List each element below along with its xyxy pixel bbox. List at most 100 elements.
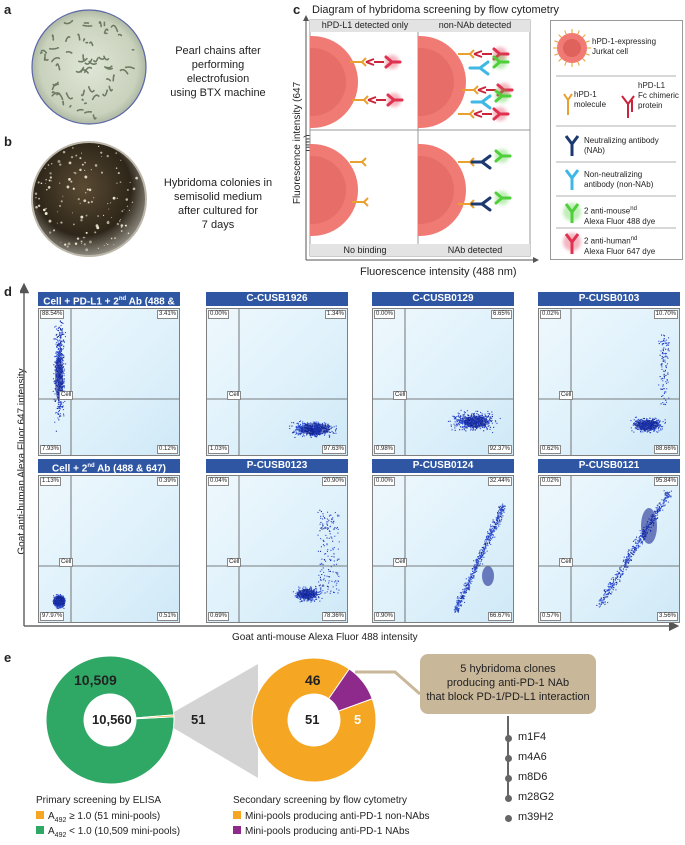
flow-dot — [336, 527, 338, 529]
quadrant-value-ur: 0.39% — [156, 477, 178, 486]
flow-dot — [670, 496, 672, 498]
flow-dot — [460, 418, 462, 420]
flow-dot — [664, 369, 666, 371]
flow-dot — [495, 519, 497, 521]
flow-dot — [624, 562, 626, 564]
colony — [101, 172, 103, 174]
flow-dot — [63, 370, 65, 372]
flow-dot — [55, 362, 57, 364]
flow-dot — [492, 530, 494, 532]
flow-plot-title-text: C-CUSB1926 — [246, 293, 308, 304]
quadrant-value-ur: 3.41% — [156, 310, 178, 319]
flow-dot — [63, 363, 65, 365]
flow-dot — [453, 609, 455, 611]
flow-dot — [295, 425, 297, 427]
flow-dot — [312, 589, 314, 591]
flow-dot — [58, 354, 60, 356]
flow-dot — [666, 344, 668, 346]
flow-dot — [478, 415, 480, 417]
flow-scatter — [539, 309, 679, 455]
flow-dot — [463, 419, 465, 421]
flow-scatter — [207, 309, 347, 455]
flow-dot — [309, 599, 311, 601]
flow-dot — [471, 428, 473, 430]
flow-dot — [498, 515, 500, 517]
colony — [37, 181, 40, 184]
flow-dot — [318, 591, 320, 593]
flow-dot — [331, 522, 333, 524]
flow-dot — [485, 547, 487, 549]
flow-dot — [630, 555, 632, 557]
flow-dot — [316, 594, 318, 596]
flow-dot — [311, 434, 313, 436]
flow-dot — [487, 413, 489, 415]
flow-dot — [298, 430, 300, 432]
flow-dot — [458, 422, 460, 424]
flow-dot — [486, 416, 488, 418]
flow-dot — [658, 430, 660, 432]
flow-dot — [489, 538, 491, 540]
flow-dot — [294, 436, 296, 438]
flow-dot — [326, 537, 328, 539]
flow-dot — [301, 425, 303, 427]
colony — [97, 247, 100, 249]
gate-label: Cell — [227, 391, 242, 400]
cell-spike — [564, 30, 567, 35]
pearl-chain — [103, 55, 110, 61]
flow-dot — [299, 430, 301, 432]
flow-dot — [63, 381, 65, 383]
pearl-chain — [88, 60, 97, 65]
flow-dot — [632, 540, 634, 542]
flow-dot — [487, 420, 489, 422]
flow-dot — [476, 560, 478, 562]
flow-dot — [475, 568, 477, 570]
flow-dot — [662, 360, 664, 362]
flow-dot — [298, 431, 300, 433]
colony — [62, 150, 66, 154]
flow-dot — [319, 563, 321, 565]
flow-dot — [56, 355, 58, 357]
flow-dot — [494, 527, 496, 529]
flow-dot — [320, 515, 322, 517]
flow-dot — [490, 524, 492, 526]
flow-dot — [62, 405, 64, 407]
flow-dot — [463, 417, 465, 419]
flow-dot — [622, 570, 624, 572]
flow-dot — [603, 589, 605, 591]
flow-dot — [473, 571, 475, 573]
flow-dot — [60, 415, 62, 417]
colony — [72, 147, 74, 149]
flow-dot — [299, 601, 301, 603]
colony — [95, 224, 99, 228]
flow-plot-title-sup: nd — [118, 296, 127, 302]
flow-dot — [627, 553, 629, 555]
flow-plot: C-CUSB0129 Cell 0.00% 6.65% 0.98% 92.37% — [372, 292, 514, 456]
flow-dot — [474, 415, 476, 417]
pearl-chain — [93, 57, 99, 63]
cell-spike — [577, 30, 580, 35]
flow-dot — [463, 415, 465, 417]
flow-dot — [660, 429, 662, 431]
flow-dot — [484, 542, 486, 544]
flow-dot — [55, 355, 57, 357]
flow-dot — [58, 419, 60, 421]
flow-dot — [63, 604, 65, 606]
flow-dot — [328, 434, 330, 436]
flow-dot — [665, 365, 667, 367]
flow-dot — [328, 426, 330, 428]
flow-dot — [667, 381, 669, 383]
pearl-chain — [55, 93, 64, 101]
flow-plot: C-CUSB1926 Cell 0.00% 1.34% 1.03% 97.63% — [206, 292, 348, 456]
flow-dot — [609, 589, 611, 591]
flow-dot — [317, 550, 319, 552]
flow-dot — [464, 424, 466, 426]
colony — [45, 178, 47, 181]
flow-dot — [58, 343, 60, 345]
flow-dot — [638, 418, 640, 420]
quadrant-value-ul: 0.00% — [208, 310, 230, 319]
flow-dot — [300, 432, 302, 434]
colony — [127, 189, 129, 191]
flow-dot — [604, 601, 606, 603]
flow-dot — [58, 354, 60, 356]
flow-dot — [333, 553, 335, 555]
